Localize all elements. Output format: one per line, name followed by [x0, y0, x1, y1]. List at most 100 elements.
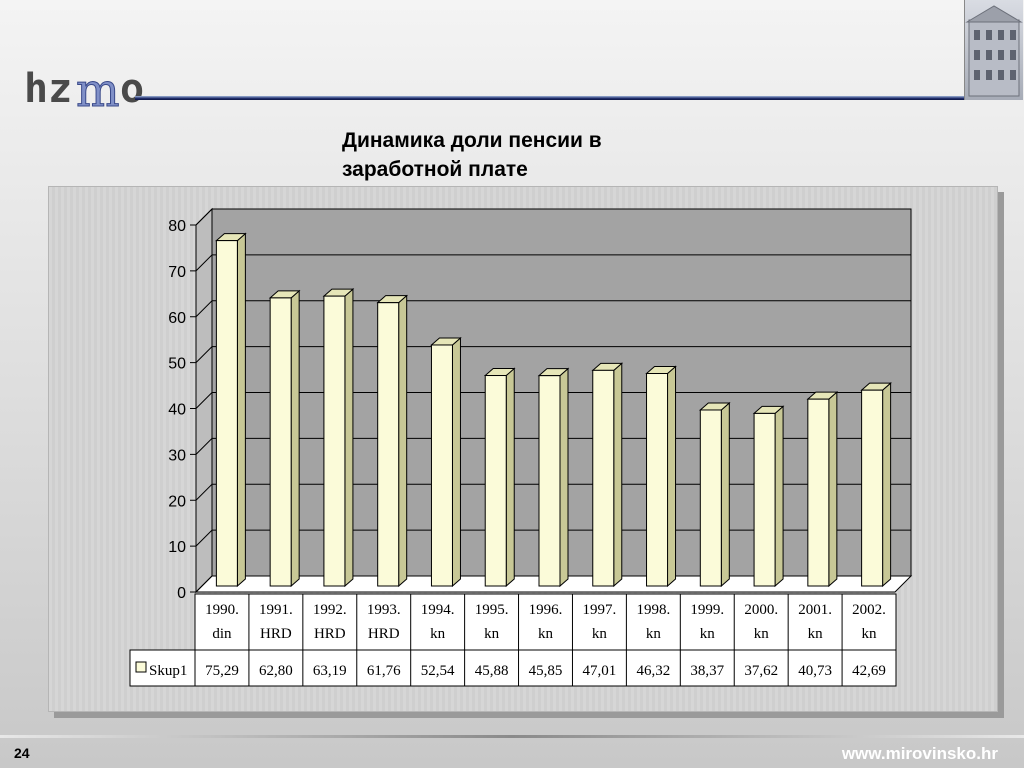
y-tick-label: 60: [168, 310, 186, 327]
bar: [322, 288, 355, 588]
bar-front: [592, 369, 615, 587]
category-label-line1: 2000.: [744, 602, 778, 618]
slide-title: Динамика доли пенсии в заработной плате: [342, 129, 602, 181]
y-tick-label: 30: [168, 447, 186, 464]
footer-divider: [0, 735, 1024, 738]
svg-text:hz: hz: [24, 66, 72, 112]
legend-label: Skup1: [149, 663, 187, 679]
bar: [537, 367, 570, 588]
slide-number: 24: [14, 745, 30, 761]
category-label-line2: HRD: [314, 626, 346, 642]
bar-side: [398, 294, 408, 588]
bar: [268, 289, 301, 588]
gridline: [195, 529, 911, 547]
bar: [645, 365, 677, 588]
gridline: [195, 300, 911, 318]
svg-text:m: m: [76, 63, 120, 112]
data-value-label: 45,88: [475, 663, 509, 679]
category-label-line2: kn: [754, 626, 770, 642]
gridline: [195, 392, 911, 409]
data-table-values: [129, 649, 897, 687]
bar-side: [667, 365, 677, 588]
bar-front: [430, 344, 453, 587]
y-tick-label: 10: [168, 539, 186, 556]
hzmo-logo: hz m o: [24, 62, 159, 118]
bar-side: [236, 232, 246, 588]
site-url[interactable]: www.mirovinsko.hr: [841, 744, 998, 763]
bar-side: [774, 405, 784, 588]
header-divider: [135, 96, 967, 100]
data-value-label: 75,29: [205, 663, 239, 679]
data-value-label: 52,54: [421, 663, 455, 679]
bar-side: [290, 289, 300, 588]
bar-front: [753, 412, 776, 587]
bar: [860, 382, 892, 588]
bar-front: [538, 375, 561, 587]
category-label-line2: kn: [430, 626, 446, 642]
legend-key: [135, 661, 147, 673]
category-label-line2: kn: [484, 626, 500, 642]
data-value-label: 47,01: [583, 663, 617, 679]
gridline: [195, 208, 911, 226]
data-value-label: 45,85: [529, 663, 563, 679]
bar-side: [344, 288, 354, 588]
y-tick-label: 20: [168, 493, 186, 510]
category-label-line1: 2002.: [852, 602, 886, 618]
category-label-line1: 1992.: [313, 602, 347, 618]
y-tick-label: 80: [168, 218, 186, 235]
bar-front: [323, 295, 346, 587]
category-label-line2: kn: [700, 626, 716, 642]
category-label-line1: 1991.: [259, 602, 293, 618]
category-label-line2: kn: [646, 626, 662, 642]
category-label-line1: 1994.: [421, 602, 455, 618]
bar: [591, 362, 624, 588]
gridline: [195, 254, 911, 272]
y-tick-label: 40: [168, 402, 186, 419]
data-value-label: 61,76: [367, 663, 401, 679]
bar: [698, 401, 731, 588]
bar-side: [505, 367, 515, 588]
category-label-line1: 1999.: [690, 602, 724, 618]
bar: [752, 405, 785, 588]
gridline: [195, 483, 911, 501]
data-value-label: 63,19: [313, 663, 347, 679]
data-value-label: 40,73: [798, 663, 832, 679]
category-label-line2: kn: [538, 626, 554, 642]
gridline: [195, 346, 911, 363]
category-label-line2: HRD: [368, 626, 400, 642]
y-tick-label: 50: [168, 356, 186, 373]
y-tick-label: 0: [177, 585, 186, 602]
bar-front: [269, 297, 292, 587]
category-label-line1: 1998.: [636, 602, 670, 618]
category-label-line2: din: [212, 626, 232, 642]
data-value-label: 46,32: [636, 663, 670, 679]
bar-front: [484, 375, 507, 587]
data-value-label: 37,62: [744, 663, 778, 679]
category-label-line2: kn: [592, 626, 608, 642]
bar-front: [215, 240, 238, 587]
category-label-line1: 1996.: [529, 602, 563, 618]
bar-front: [807, 398, 830, 587]
bar-front: [699, 409, 722, 587]
category-label-line2: HRD: [260, 626, 292, 642]
svg-text:o: o: [120, 66, 144, 112]
bar: [806, 391, 839, 588]
bar-side: [613, 362, 623, 588]
bar: [376, 294, 409, 588]
bar: [215, 232, 247, 588]
gridline: [195, 575, 911, 593]
data-value-label: 38,37: [690, 663, 724, 679]
bar-side: [451, 336, 461, 588]
category-label-line1: 1997.: [583, 602, 617, 618]
y-tick-label: 70: [168, 264, 186, 281]
bar-side: [720, 401, 730, 588]
bar-front: [377, 302, 400, 587]
category-label-line1: 1993.: [367, 602, 401, 618]
data-value-label: 62,80: [259, 663, 293, 679]
building-image: [964, 0, 1023, 100]
bar-front: [646, 373, 669, 587]
category-label-line2: kn: [862, 626, 878, 642]
bar-front: [861, 389, 884, 587]
bar-side: [828, 391, 838, 588]
